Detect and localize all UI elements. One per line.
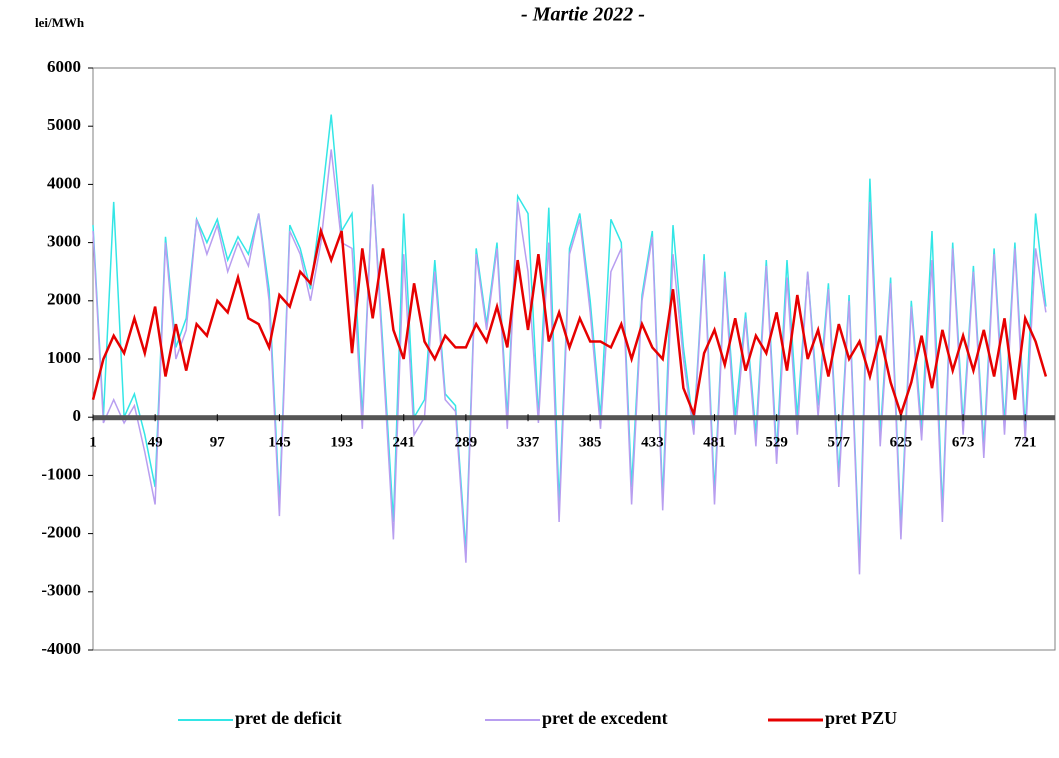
- legend-label: pret de deficit: [235, 708, 342, 728]
- y-tick-label: 6000: [47, 57, 81, 76]
- x-tick-label: 1: [89, 435, 97, 451]
- zero-axis: [93, 415, 1055, 421]
- x-tick-label: 433: [641, 435, 664, 451]
- x-tick-label: 193: [330, 435, 353, 451]
- x-tick-label: 385: [579, 435, 602, 451]
- y-tick-label: 2000: [47, 290, 81, 309]
- y-tick-label: -3000: [41, 581, 81, 600]
- chart-title: - Martie 2022 -: [521, 4, 645, 26]
- x-tick-label: 577: [828, 435, 851, 451]
- x-tick-label: 337: [517, 435, 540, 451]
- legend-label: pret de excedent: [542, 708, 668, 728]
- y-tick-label: 1000: [47, 348, 81, 367]
- y-tick-label: -1000: [41, 464, 81, 483]
- y-tick-label: -2000: [41, 523, 81, 542]
- series-line: [92, 149, 1047, 575]
- x-tick-label: 721: [1014, 435, 1037, 451]
- y-tick-label: 3000: [47, 232, 81, 251]
- y-axis-label: lei/MWh: [35, 15, 85, 30]
- y-tick-label: 5000: [47, 115, 81, 134]
- y-tick-label: -4000: [41, 639, 81, 658]
- series-line: [91, 226, 1048, 419]
- y-tick-label: 0: [73, 406, 82, 425]
- x-tick-label: 97: [210, 435, 226, 451]
- x-tick-label: 529: [765, 435, 788, 451]
- x-tick-label: 481: [703, 435, 726, 451]
- legend-label: pret PZU: [825, 708, 897, 728]
- x-tick-label: 241: [392, 435, 415, 451]
- y-tick-label: 4000: [47, 173, 81, 192]
- x-tick-label: 289: [455, 435, 478, 451]
- x-tick-label: 625: [890, 435, 913, 451]
- x-tick-label: 145: [268, 435, 291, 451]
- x-tick-label: 49: [148, 435, 163, 451]
- plot-frame: [92, 67, 1056, 651]
- x-tick-label: 673: [952, 435, 975, 451]
